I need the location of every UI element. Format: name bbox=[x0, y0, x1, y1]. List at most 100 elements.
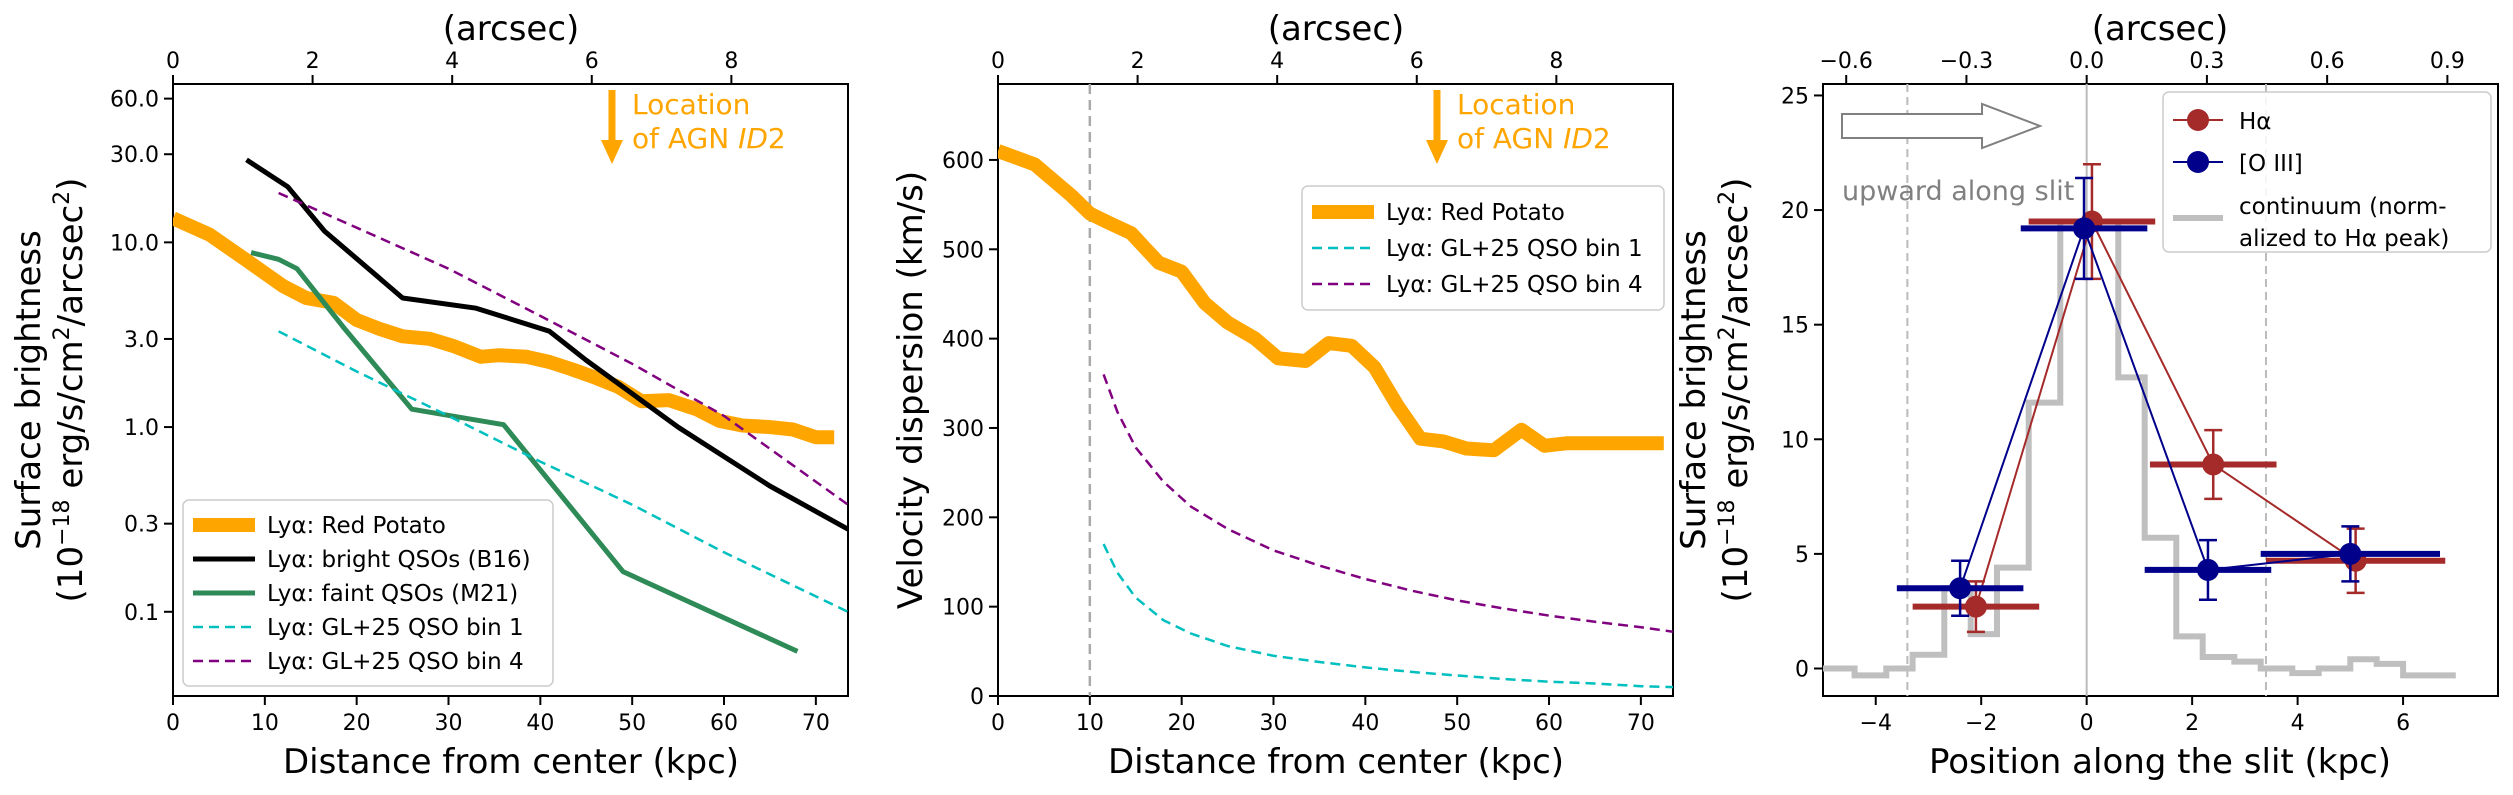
data-point bbox=[2073, 217, 2096, 240]
top-x-tick-label: 0.0 bbox=[2069, 49, 2104, 74]
x-tick-label: 40 bbox=[1351, 711, 1379, 736]
svg-text:Surface brightness: Surface brightness bbox=[9, 230, 49, 550]
down-arrow-icon bbox=[1425, 140, 1448, 164]
x-tick-label: 20 bbox=[343, 711, 371, 736]
series-line-2 bbox=[1102, 373, 1673, 633]
arrow-label: upward along slit bbox=[1842, 176, 2074, 207]
legend-label: [O III] bbox=[2239, 151, 2303, 177]
data-point bbox=[2339, 542, 2362, 565]
x-tick-label: −4 bbox=[1860, 711, 1892, 736]
legend-label: alized to Hα peak) bbox=[2239, 226, 2449, 252]
x-tick-label: 2 bbox=[2185, 711, 2199, 736]
y-tick-label: 600 bbox=[942, 149, 984, 174]
panel-surface-brightness-radial: 0 10 20 30 40 50 60 70 0.1 0.3 1.0 3.0 10.0 30.0 60.0 0… bbox=[9, 9, 849, 782]
top-x-tick-label: 0.3 bbox=[2189, 49, 2224, 74]
series-line-3 bbox=[278, 330, 848, 613]
x-tick-label: 60 bbox=[1535, 711, 1563, 736]
x-tick-label: −2 bbox=[1965, 711, 1997, 736]
top-x-tick-label: 4 bbox=[445, 49, 459, 74]
top-x-tick-label: 8 bbox=[1549, 49, 1563, 74]
y-tick-label: 15 bbox=[1781, 314, 1809, 339]
series-layer bbox=[173, 157, 848, 654]
x-tick-label: 70 bbox=[1627, 711, 1655, 736]
y-tick-label: 5 bbox=[1795, 543, 1809, 568]
x-tick-label: 30 bbox=[1260, 711, 1288, 736]
legend-label: Lyα: GL+25 QSO bin 1 bbox=[267, 615, 524, 641]
top-x-tick-label: 0 bbox=[991, 49, 1005, 74]
legend-label: continuum (norm- bbox=[2239, 194, 2447, 220]
x-tick-label: 60 bbox=[710, 711, 738, 736]
axis-ticks: 0 10 20 30 40 50 60 70 0 100 200 300 400 500 600 0 2 4 6 8 bbox=[942, 49, 1655, 736]
axis-ticks: −4 −2 0 2 4 6 0 5 10 15 20 25 −0.6 −0.3 0.0 0.3 0.6 0.9 bbox=[1781, 49, 2465, 736]
y-tick-label: 30.0 bbox=[110, 143, 159, 168]
annotation-line2: of AGN ID2 bbox=[632, 122, 786, 155]
legend-label: Lyα: faint QSOs (M21) bbox=[267, 581, 518, 607]
legend-label: Lyα: GL+25 QSO bin 4 bbox=[1386, 272, 1643, 298]
down-arrow-icon bbox=[600, 140, 623, 164]
panel-slit-profile: −4 −2 0 2 4 6 0 5 10 15 20 25 −0.6 −0.3 0.0 0.3 0.6 0.9 u… bbox=[1674, 9, 2499, 782]
legend-box bbox=[182, 499, 554, 687]
legend-label: Lyα: GL+25 QSO bin 1 bbox=[1386, 236, 1643, 262]
top-x-tick-label: 4 bbox=[1270, 49, 1284, 74]
legend-marker bbox=[2187, 151, 2209, 173]
y-tick-label: 60.0 bbox=[110, 88, 159, 113]
x-tick-label: 10 bbox=[1076, 711, 1104, 736]
y-tick-label: 300 bbox=[942, 417, 984, 442]
y-tick-label: 0 bbox=[1795, 657, 1809, 682]
top-x-tick-label: 6 bbox=[1410, 49, 1424, 74]
top-x-tick-label: −0.6 bbox=[1819, 49, 1872, 74]
series-line-0 bbox=[173, 211, 835, 445]
x-axis-label: Position along the slit (kpc) bbox=[1929, 742, 2391, 782]
svg-text:Surface brightness: Surface brightness bbox=[1674, 230, 1714, 550]
series-line-2 bbox=[250, 250, 799, 654]
plot-frame bbox=[1822, 83, 2499, 697]
x-tick-label: 10 bbox=[251, 711, 279, 736]
legend-label: Lyα: GL+25 QSO bin 4 bbox=[267, 649, 524, 675]
y-tick-label: 10.0 bbox=[110, 231, 159, 256]
data-point bbox=[1949, 577, 1972, 600]
legend-label: Lyα: bright QSOs (B16) bbox=[267, 547, 531, 573]
legend-marker bbox=[2187, 109, 2209, 131]
series-line-1 bbox=[1102, 543, 1673, 689]
x-tick-label: 0 bbox=[2080, 711, 2094, 736]
annotation-line1: Location bbox=[1457, 88, 1575, 121]
legend: Lyα: Red Potato Lyα: GL+25 QSO bin 1 Lyα: … bbox=[1301, 185, 1665, 311]
slit-direction-arrow: upward along slit bbox=[1841, 102, 2074, 207]
top-x-tick-label: 8 bbox=[724, 49, 738, 74]
legend-label: Lyα: Red Potato bbox=[1386, 200, 1565, 226]
y-tick-label: 500 bbox=[942, 238, 984, 263]
data-point bbox=[2196, 558, 2219, 581]
legend-box bbox=[1301, 185, 1665, 311]
x-tick-label: 70 bbox=[802, 711, 830, 736]
top-x-axis-label: (arcsec) bbox=[443, 9, 580, 49]
top-x-tick-label: 0.6 bbox=[2310, 49, 2345, 74]
y-tick-label: 25 bbox=[1781, 84, 1809, 109]
x-axis-label: Distance from center (kpc) bbox=[1108, 742, 1564, 782]
svg-text:(10−18 erg/s/cm2/arcsec2): (10−18 erg/s/cm2/arcsec2) bbox=[50, 178, 91, 603]
top-x-tick-label: 0.9 bbox=[2430, 49, 2465, 74]
legend: Hα [O III] continuum (norm-alized to Hα pe… bbox=[2162, 91, 2492, 253]
top-x-tick-label: 2 bbox=[306, 49, 320, 74]
x-axis-label: Distance from center (kpc) bbox=[283, 742, 739, 782]
x-tick-label: 4 bbox=[2291, 711, 2305, 736]
x-tick-label: 40 bbox=[526, 711, 554, 736]
x-tick-label: 0 bbox=[166, 711, 180, 736]
x-tick-label: 0 bbox=[991, 711, 1005, 736]
agn-annotation: Location of AGN ID2 bbox=[600, 88, 786, 164]
y-tick-label: 400 bbox=[942, 328, 984, 353]
x-tick-label: 50 bbox=[1443, 711, 1471, 736]
data-point bbox=[2202, 453, 2225, 476]
top-x-tick-label: 6 bbox=[585, 49, 599, 74]
x-tick-label: 50 bbox=[618, 711, 646, 736]
top-x-tick-label: 0 bbox=[166, 49, 180, 74]
series-line-1 bbox=[245, 157, 848, 532]
y-axis-label: Velocity dispersion (km/s) bbox=[891, 171, 931, 609]
series-connector-0 bbox=[1974, 218, 2357, 607]
series-line-4 bbox=[278, 191, 848, 506]
y-tick-label: 0.1 bbox=[124, 601, 159, 626]
continuum-step bbox=[1823, 218, 2456, 679]
data-point bbox=[1964, 595, 1987, 618]
y-tick-label: 100 bbox=[942, 596, 984, 621]
plot-frame bbox=[172, 83, 849, 697]
